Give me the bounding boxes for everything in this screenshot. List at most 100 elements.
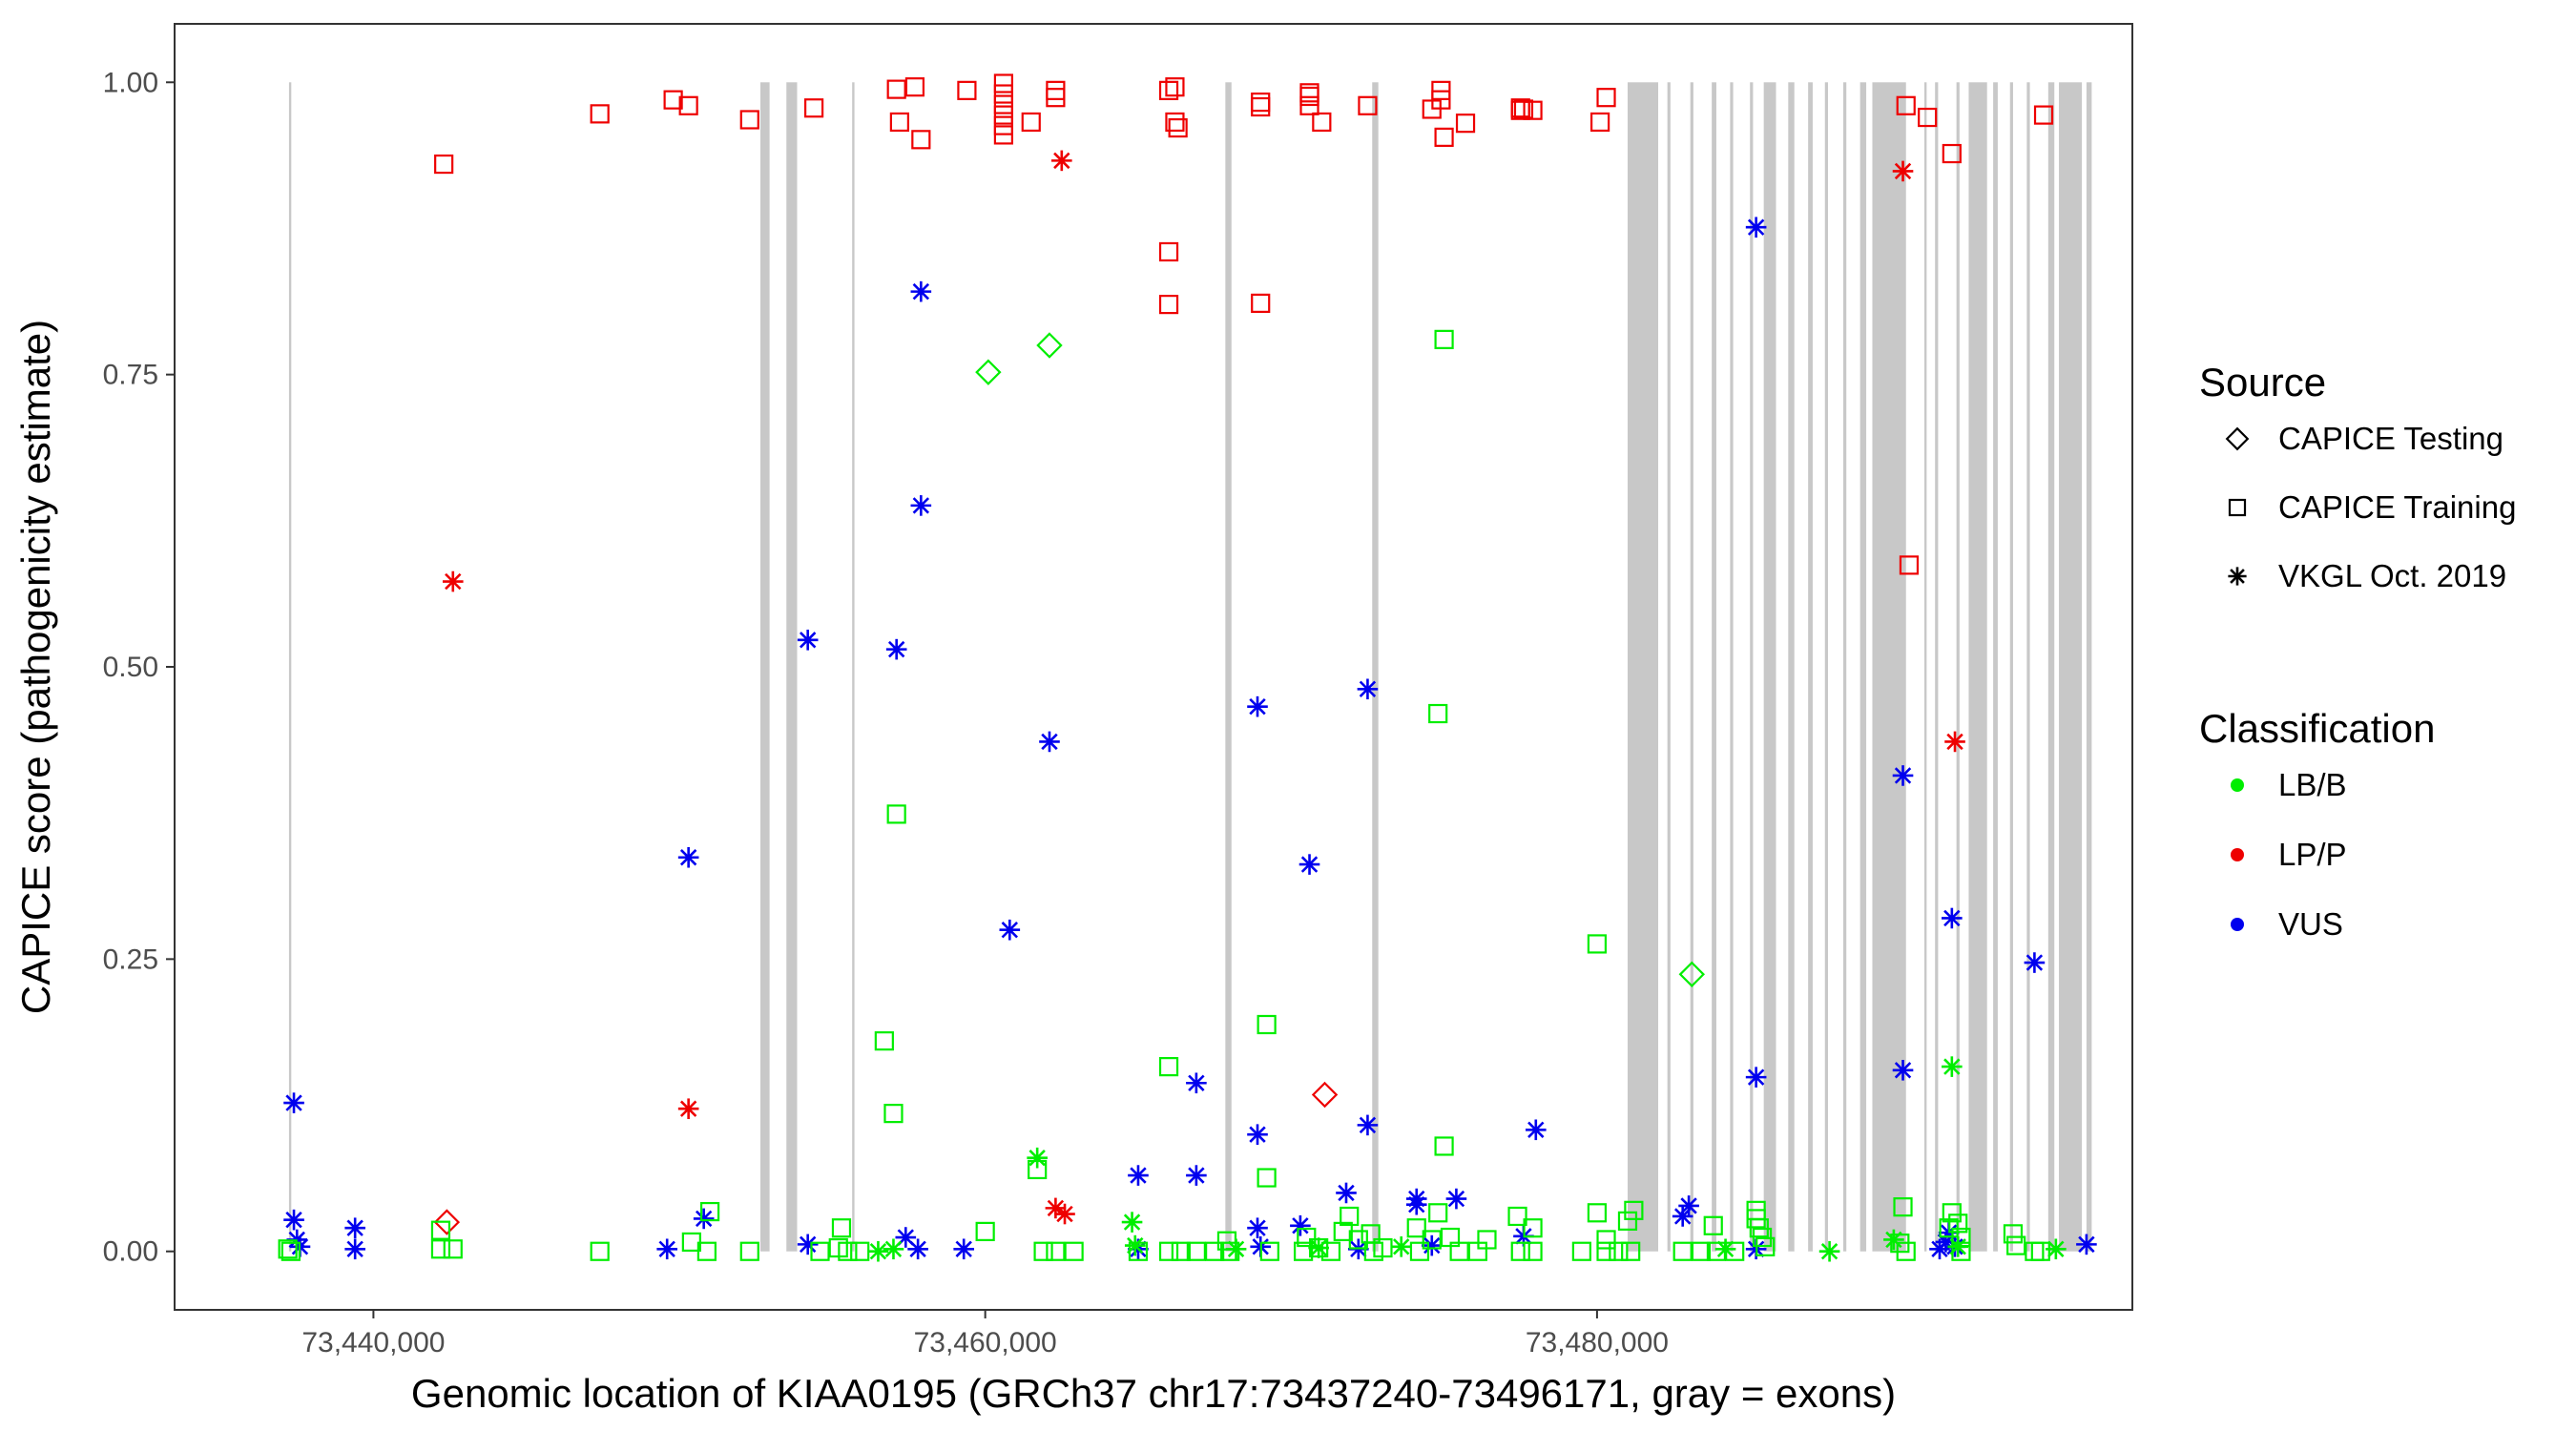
data-point [810,1241,830,1261]
data-point [1165,112,1185,133]
series-lb-b-capice-testing [975,332,1706,988]
data-point [1434,1136,1454,1156]
data-point [1445,1188,1467,1210]
data-point [283,1092,304,1113]
data-point [1121,1212,1143,1233]
data-point [1510,100,1530,120]
data-point [1298,854,1320,875]
data-point [993,94,1013,114]
data-point [1033,1241,1053,1261]
data-point [1028,1159,1048,1180]
data-point [993,73,1013,93]
exon-band [1225,82,1232,1252]
data-point [1523,100,1543,120]
series-vus-vkgl-oct-2019 [283,217,2097,1260]
data-point [886,79,906,99]
data-point [1951,1227,1971,1248]
data-point [1027,1147,1048,1169]
data-point [1259,1241,1279,1261]
data-point [1247,695,1268,717]
data-point [1951,1241,1971,1261]
data-point [1158,80,1179,100]
data-point [699,1201,720,1222]
data-point [1036,332,1063,359]
data-point [2024,952,2046,973]
exon-band [1808,82,1813,1252]
data-point [1892,765,1914,786]
legend-source-title: Source [2199,360,2326,404]
x-axis-title: Genomic location of KIAA0195 (GRCh37 chr… [411,1371,1896,1416]
data-point [1051,150,1072,172]
data-point [1691,1241,1712,1261]
legend-class-key [2231,848,2244,861]
series-lb-b-capice-training [278,329,2050,1261]
data-point [1257,1168,1277,1188]
exon-band [2059,82,2083,1252]
data-point [1128,1165,1149,1186]
data-point [1251,96,1271,117]
data-point [1609,1241,1629,1261]
data-point [1021,112,1041,133]
series-lp-p-capice-testing [433,1081,1339,1235]
data-point [907,1238,928,1260]
y-axis-title: CAPICE score (pathogenicity estimate) [13,320,58,1014]
legend-classification-title: Classification [2199,706,2435,751]
data-point [678,95,698,115]
data-point [1046,88,1066,108]
data-point [911,130,931,150]
data-point [1216,1231,1237,1251]
exon-band [1956,82,1960,1252]
data-point [1158,1057,1179,1077]
data-point [1428,1203,1448,1223]
data-point [1297,1227,1317,1248]
legend-source-label: CAPICE Training [2278,489,2516,525]
legend-class-label: VUS [2278,906,2343,942]
y-tick-label: 0.25 [103,944,158,975]
data-point [1892,1059,1914,1081]
data-point [975,1221,995,1241]
exon-band [1763,82,1776,1252]
exon-band [1872,82,1906,1252]
data-point [656,1238,678,1260]
exon-band [2086,82,2092,1252]
data-point [1247,1124,1268,1145]
data-point [804,98,824,118]
data-point [696,1241,717,1261]
data-point [1348,1230,1368,1250]
axis-ticks: 73,440,000 73,460,000 73,480,000 0.00 0.25 0.… [103,67,1669,1358]
data-point [883,1238,904,1260]
data-point [1706,1241,1727,1261]
data-point [1587,1203,1608,1223]
x-tick-label: 73,460,000 [914,1327,1057,1358]
data-point [1186,1241,1206,1261]
series-lp-p-vkgl-oct-2019 [442,150,1965,1225]
data-point [953,1238,975,1260]
data-point [1357,1114,1379,1136]
data-point [1434,329,1454,349]
data-point [1755,1236,1776,1256]
data-point [677,846,699,868]
data-point [283,1209,304,1231]
data-point [1158,295,1179,315]
exon-band [2047,82,2055,1252]
data-point [904,77,925,97]
data-point [1309,1237,1329,1258]
data-point [1948,1213,1968,1234]
data-point [1336,1182,1357,1204]
data-point [1745,217,1767,238]
data-point [443,1239,463,1259]
data-point [1725,1241,1745,1261]
data-point [886,804,906,824]
data-point [1621,1241,1641,1261]
data-point [1299,95,1319,115]
data-point [1944,731,1965,753]
series-lp-p-capice-training [434,73,2054,575]
data-point [1390,1236,1412,1257]
data-point [1171,1241,1191,1261]
data-point [1294,1241,1314,1261]
data-point [1251,293,1271,313]
data-points [278,73,2097,1262]
data-point [993,84,1013,104]
data-point [2076,1234,2097,1255]
